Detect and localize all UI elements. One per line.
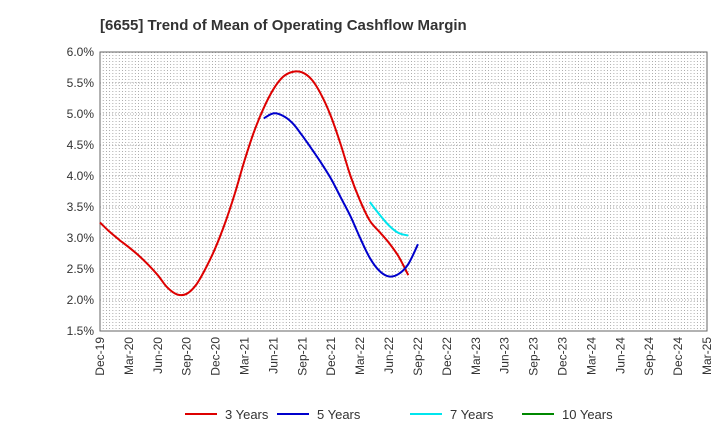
legend-label-3-years: 3 Years — [225, 407, 269, 422]
y-tick-label: 5.0% — [67, 107, 95, 121]
y-tick-label: 3.5% — [67, 200, 95, 214]
y-tick-label: 1.5% — [67, 324, 95, 338]
x-tick-label: Jun-22 — [382, 337, 396, 374]
x-tick-label: Jun-20 — [151, 337, 165, 374]
series-line-5-years — [263, 112, 419, 278]
y-tick-label: 2.0% — [67, 293, 95, 307]
x-tick-label: Mar-23 — [469, 337, 483, 375]
y-tick-label: 5.5% — [67, 76, 95, 90]
x-tick-label: Sep-23 — [527, 337, 541, 376]
x-tick-label: Jun-23 — [498, 337, 512, 374]
x-tick-label: Sep-21 — [295, 337, 309, 376]
series-line-7-years — [368, 201, 409, 237]
chart-title: [6655] Trend of Mean of Operating Cashfl… — [100, 17, 467, 34]
series-line-3-years — [99, 70, 410, 297]
legend-label-7-years: 7 Years — [450, 407, 494, 422]
x-tick-label: Jun-21 — [266, 337, 280, 374]
x-tick-label: Sep-20 — [180, 337, 194, 376]
legend-label-10-years: 10 Years — [562, 407, 613, 422]
x-tick-label: Mar-21 — [238, 337, 252, 375]
y-tick-label: 2.5% — [67, 262, 95, 276]
x-tick-label: Mar-22 — [353, 337, 367, 375]
y-tick-label: 3.0% — [67, 231, 95, 245]
x-tick-label: Sep-22 — [411, 337, 425, 376]
x-tick-label: Mar-20 — [122, 337, 136, 375]
x-tick-label: Dec-24 — [671, 337, 685, 376]
y-tick-label: 4.0% — [67, 169, 95, 183]
plot-border — [99, 51, 708, 332]
y-tick-label: 4.5% — [67, 138, 95, 152]
x-tick-label: Mar-24 — [584, 337, 598, 375]
legend-label-5-years: 5 Years — [317, 407, 361, 422]
x-tick-label: Mar-25 — [700, 337, 714, 375]
x-tick-label: Dec-22 — [440, 337, 454, 376]
x-tick-label: Sep-24 — [642, 337, 656, 376]
x-tick-label: Dec-19 — [93, 337, 107, 376]
plot-area — [100, 52, 707, 331]
y-tick-label: 6.0% — [67, 45, 95, 59]
x-tick-label: Dec-21 — [324, 337, 338, 376]
x-tick-label: Dec-23 — [555, 337, 569, 376]
x-tick-label: Jun-24 — [613, 337, 627, 374]
x-tick-label: Dec-20 — [209, 337, 223, 376]
